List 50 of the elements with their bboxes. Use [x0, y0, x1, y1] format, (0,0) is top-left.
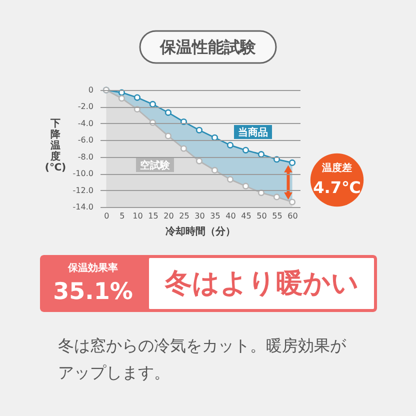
point — [196, 158, 203, 164]
point — [134, 94, 141, 101]
x-tick-label: 25 — [179, 212, 190, 220]
point — [118, 95, 125, 102]
point — [211, 166, 218, 174]
point — [164, 109, 172, 116]
x-tick-label: 15 — [148, 212, 158, 220]
y-tick-label: -6.0 — [78, 136, 94, 145]
point — [288, 159, 296, 166]
point — [180, 145, 188, 152]
text: 温度差 — [321, 162, 352, 174]
point — [226, 176, 234, 183]
y-tick-label: -2.0 — [78, 102, 94, 112]
text: 冬は窓からの冷気をカット。暖房効果がアップします。 — [58, 336, 347, 382]
point — [288, 198, 296, 206]
text: 冬はより暖かい — [164, 268, 359, 299]
x-tick-label: 30 — [194, 212, 205, 220]
x-axis-title: 冷却時間（分） — [166, 226, 236, 238]
x-tick-label: 20 — [164, 212, 174, 220]
point — [273, 194, 280, 200]
y-tick-label: 0 — [88, 86, 94, 94]
point — [196, 126, 203, 134]
point — [149, 100, 156, 108]
x-tick-label: 0 — [104, 212, 110, 220]
x-tick-label: 5 — [120, 212, 125, 220]
y-tick-label: -4.0 — [78, 118, 94, 128]
series-label: 空試験 — [140, 160, 171, 172]
chart-title: 保温性能試験 — [159, 38, 257, 56]
x-tick-label: 10 — [132, 212, 143, 220]
x-tick-label: 50 — [256, 212, 267, 220]
text: 35.1% — [53, 279, 133, 305]
x-tick-label: 60 — [288, 212, 298, 220]
series-label: 当商品 — [238, 126, 268, 138]
x-tick-label: 35 — [210, 212, 220, 220]
x-tick-label: 55 — [272, 212, 282, 220]
point — [211, 134, 218, 141]
point — [242, 182, 250, 190]
y-tick-label: -10.0 — [72, 169, 94, 178]
y-tick-label: -14.0 — [72, 202, 94, 212]
y-tick-label: -8.0 — [78, 152, 94, 162]
x-tick-label: 45 — [241, 212, 252, 220]
x-tick-label: 40 — [226, 212, 236, 220]
point — [164, 132, 172, 140]
point — [242, 146, 250, 154]
text: 保温効果率 — [67, 262, 118, 274]
y-axis-title: 下降温度(℃) — [44, 118, 66, 174]
y-tick-label: -12.0 — [72, 186, 94, 195]
point — [226, 142, 234, 148]
point — [258, 151, 265, 158]
text: 4.7℃ — [313, 178, 361, 197]
